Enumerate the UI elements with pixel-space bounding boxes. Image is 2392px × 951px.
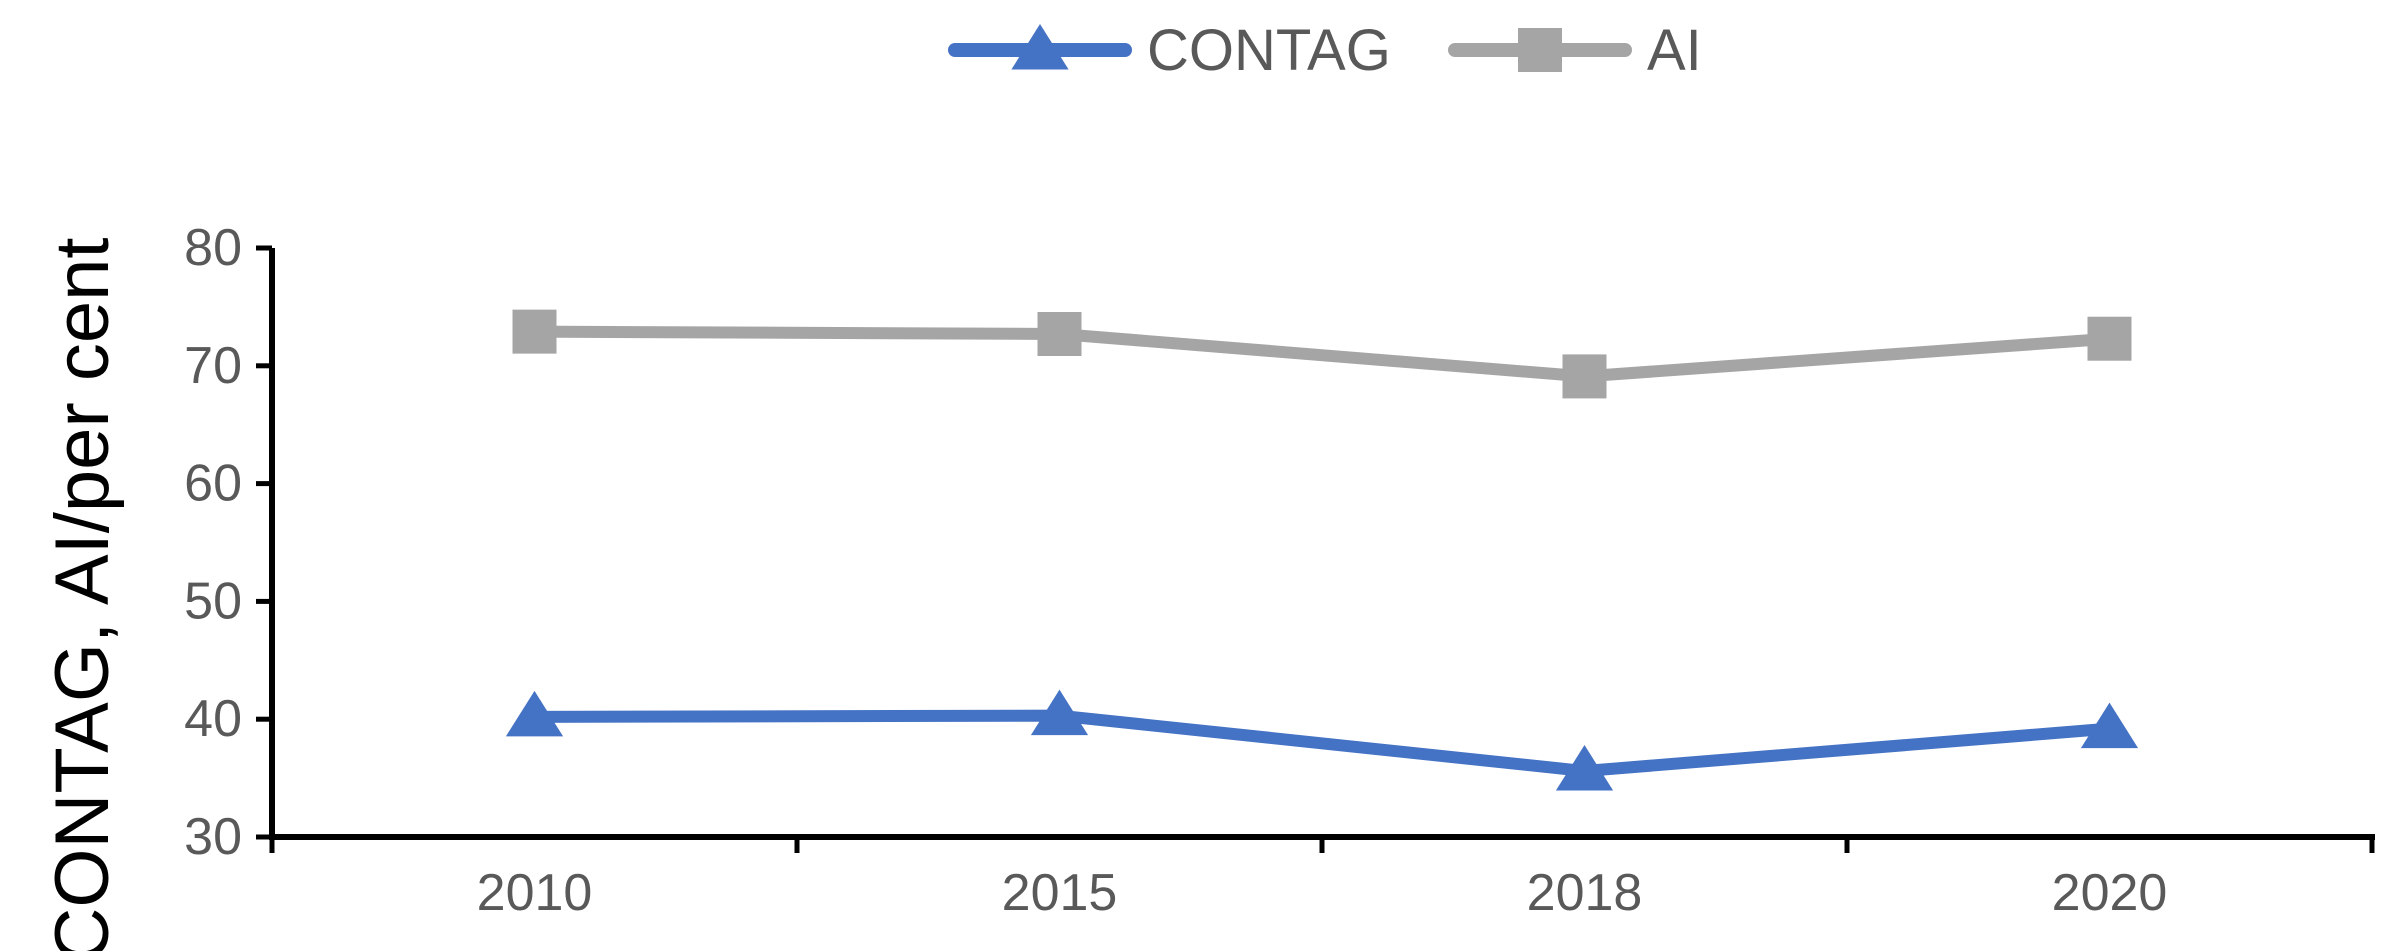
data-point-contag: [2080, 702, 2139, 749]
x-tick-label: 2020: [2052, 864, 2168, 922]
y-tick-label: 70: [184, 337, 242, 395]
legend-marker-contag: [1011, 24, 1069, 70]
y-tick-label: 30: [184, 808, 242, 866]
data-point-ai: [2087, 316, 2132, 361]
legend-label-ai: AI: [1647, 18, 1702, 83]
legend: CONTAG AI: [948, 18, 1702, 83]
x-tick-label: 2015: [1002, 864, 1118, 922]
data-point-contag: [505, 690, 564, 737]
data-point-contag: [1030, 689, 1089, 736]
series-line-ai: [528, 325, 2116, 383]
data-point-contag: [1555, 745, 1614, 791]
y-tick-label: 60: [184, 455, 242, 513]
legend-label-contag: CONTAG: [1147, 18, 1391, 83]
y-tick-label: 80: [184, 219, 242, 277]
y-tick-label: 50: [184, 572, 242, 630]
legend-marker-ai: [1518, 28, 1562, 72]
data-point-ai: [1562, 354, 1607, 399]
x-tick-label: 2018: [1527, 864, 1643, 922]
series-layer: [505, 309, 2139, 791]
y-tick-label: 40: [184, 690, 242, 748]
y-axis-title: CONTAG, AI/per cent: [40, 237, 125, 951]
axes: 30 40 50 60 70 80 2010 2015 2018 2020: [184, 219, 2375, 922]
x-tick-label: 2010: [477, 864, 593, 922]
data-point-ai: [1037, 311, 1082, 356]
data-point-ai: [512, 309, 557, 354]
series-line-contag: [528, 709, 2116, 778]
